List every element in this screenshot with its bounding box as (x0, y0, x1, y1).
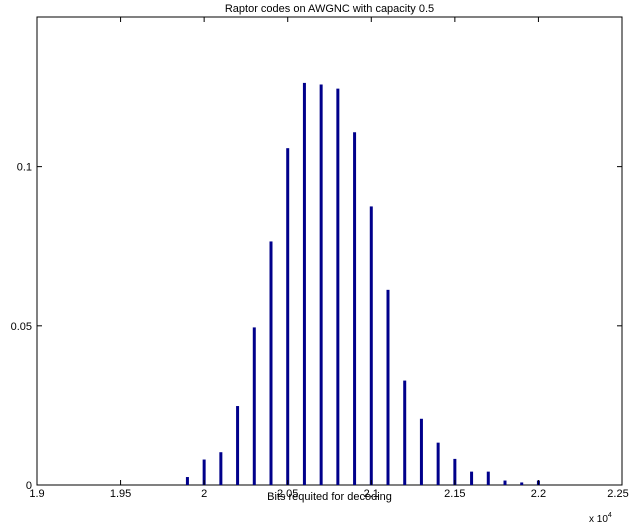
bar (236, 406, 240, 485)
chart-title: Raptor codes on AWGNC with capacity 0.5 (225, 3, 434, 15)
x-tick-label: 2.05 (277, 488, 298, 500)
x-tick-label: 1.95 (110, 488, 131, 500)
bar (486, 471, 490, 485)
bar (436, 442, 440, 485)
bar (369, 206, 373, 485)
x-axis-exponent: x 104 (589, 512, 612, 525)
y-axis-ticks: 0 0.05 0.1 (11, 162, 622, 492)
bar (319, 84, 323, 485)
bar (386, 289, 390, 485)
plot-area (36, 16, 623, 486)
bars (185, 82, 540, 486)
y-tick-label: 0.05 (11, 321, 32, 333)
bar (503, 480, 507, 485)
x-tick-label: 2.2 (531, 488, 546, 500)
bar (252, 327, 256, 485)
x-axis-label: Bits requited for decoding (267, 491, 392, 503)
x-tick-label: 2.15 (444, 488, 465, 500)
y-tick-label: 0.1 (17, 162, 32, 174)
y-tick-label: 0 (26, 480, 32, 492)
x-axis-exponent-power: 4 (608, 512, 612, 519)
bar (185, 477, 189, 485)
bar (202, 459, 206, 485)
x-tick-label: 1.9 (29, 488, 44, 500)
bar (302, 82, 306, 485)
bar (520, 482, 524, 485)
bar (353, 132, 357, 486)
bar (219, 452, 223, 485)
x-tick-label: 2 (201, 488, 207, 500)
bar (470, 471, 474, 485)
x-tick-label: 2.25 (607, 488, 628, 500)
bar (336, 88, 340, 485)
x-axis-ticks: 1.9 1.95 2 2.05 2.1 2.15 2.2 2.25 (29, 17, 629, 500)
bar (269, 241, 273, 485)
x-axis-exponent-base: x 10 (589, 514, 608, 525)
x-tick-label: 2.1 (364, 488, 379, 500)
bar (419, 418, 423, 485)
bar (403, 380, 407, 485)
bar (453, 458, 457, 485)
bar (286, 148, 290, 485)
